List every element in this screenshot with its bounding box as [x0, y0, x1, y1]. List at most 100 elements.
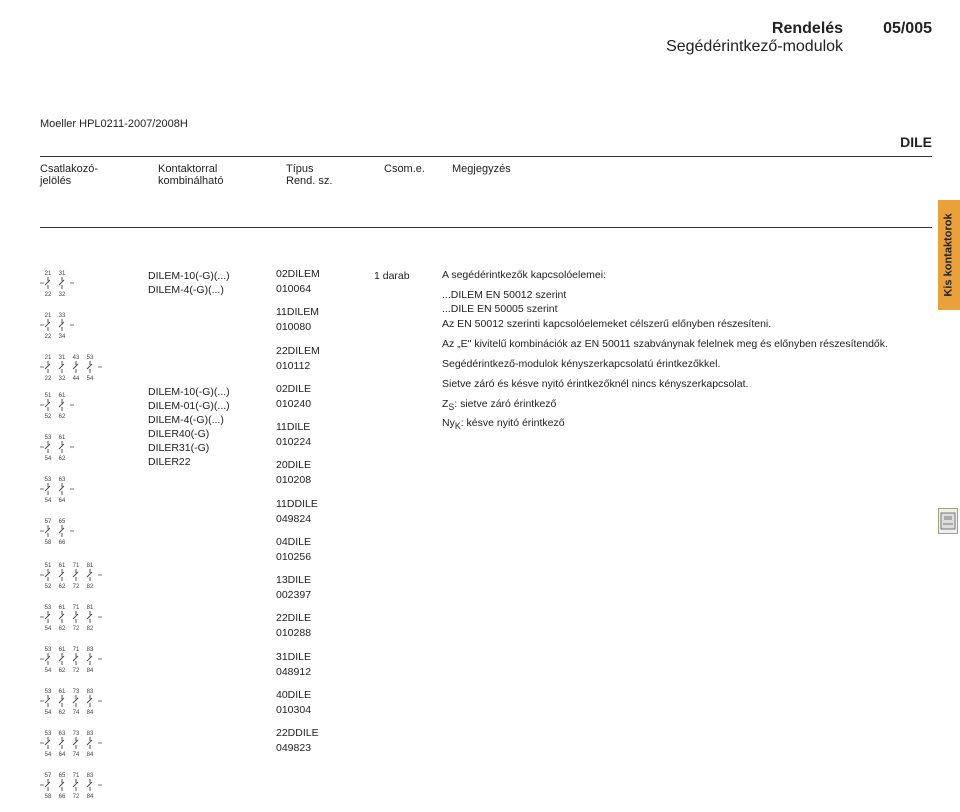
column-headers: Csatlakozó- jelölés Kontaktorral kombiná…: [40, 163, 932, 187]
svg-text:32: 32: [59, 292, 66, 298]
svg-text:53: 53: [45, 605, 52, 611]
note-9-pre: Ny: [442, 417, 455, 429]
combine-group-2: DILEM-10(-G)(...)DILEM-01(-G)(...)DILEM-…: [148, 386, 268, 468]
svg-text:57: 57: [45, 519, 52, 525]
svg-text:82: 82: [87, 584, 94, 590]
contact-diagram: 5354616273748384: [40, 686, 140, 716]
csom-col: 1 darab: [374, 268, 434, 812]
svg-text:53: 53: [45, 689, 52, 695]
type-number: 048912: [276, 666, 366, 679]
svg-text:72: 72: [73, 584, 80, 590]
contact-diagram: 5152616271728182: [40, 560, 140, 590]
svg-text:51: 51: [45, 393, 52, 399]
svg-text:22: 22: [45, 334, 52, 340]
contact-diagram: 21223334: [40, 310, 140, 340]
svg-text:63: 63: [59, 731, 66, 737]
type-group: 31DILE048912: [276, 651, 366, 679]
combine-item: DILER40(-G): [148, 428, 268, 440]
module-icon: [938, 508, 958, 534]
svg-text:61: 61: [59, 393, 66, 399]
svg-text:62: 62: [59, 710, 66, 716]
svg-text:63: 63: [59, 477, 66, 483]
svg-text:61: 61: [59, 563, 66, 569]
svg-text:53: 53: [45, 647, 52, 653]
svg-text:57: 57: [45, 773, 52, 779]
doc-reference: Moeller HPL0211-2007/2008H: [40, 118, 932, 130]
type-number: 010080: [276, 321, 366, 334]
combine-item: DILEM-01(-G)(...): [148, 400, 268, 412]
contact-diagram: 53546364: [40, 474, 140, 504]
svg-text:54: 54: [45, 498, 52, 504]
contact-diagram: 5758656671728384: [40, 770, 140, 800]
svg-text:65: 65: [59, 773, 66, 779]
svg-text:71: 71: [73, 605, 80, 611]
type-number: 010208: [276, 474, 366, 487]
svg-text:31: 31: [59, 271, 66, 277]
svg-text:54: 54: [87, 376, 94, 382]
svg-text:54: 54: [45, 668, 52, 674]
svg-text:61: 61: [59, 689, 66, 695]
contact-diagram: 57586566: [40, 516, 140, 546]
svg-text:83: 83: [87, 647, 94, 653]
type-group: 04DILE010256: [276, 536, 366, 564]
type-name: 11DILE: [276, 421, 366, 434]
type-number: 010112: [276, 360, 366, 373]
svg-text:53: 53: [45, 477, 52, 483]
svg-text:44: 44: [73, 376, 80, 382]
col-header-e: Megjegyzés: [452, 163, 932, 187]
svg-text:54: 54: [45, 456, 52, 462]
rule-top: [40, 156, 932, 157]
col-header-c: Típus Rend. sz.: [286, 163, 376, 187]
svg-text:66: 66: [59, 540, 66, 546]
type-group: 11DDILE049824: [276, 498, 366, 526]
note-2: ...DILEM EN 50012 szerint: [442, 288, 902, 302]
svg-text:52: 52: [45, 414, 52, 420]
svg-text:53: 53: [45, 435, 52, 441]
svg-text:54: 54: [45, 626, 52, 632]
svg-text:64: 64: [59, 752, 66, 758]
type-name: 04DILE: [276, 536, 366, 549]
note-8-post: : sietve záró érintkező: [454, 398, 556, 410]
svg-text:33: 33: [59, 313, 66, 319]
contact-diagram: 5354636473748384: [40, 728, 140, 758]
svg-text:82: 82: [87, 626, 94, 632]
page-number: 05/005: [883, 20, 932, 38]
svg-text:21: 21: [45, 271, 52, 277]
type-number: 010288: [276, 627, 366, 640]
header-block: Rendelés Segédérintkező-modulok 05/005: [40, 20, 932, 56]
svg-text:71: 71: [73, 563, 80, 569]
svg-text:22: 22: [45, 376, 52, 382]
svg-text:73: 73: [73, 731, 80, 737]
types-col: 02DILEM01006411DILEM01008022DILEM0101120…: [276, 268, 366, 812]
svg-text:32: 32: [59, 376, 66, 382]
svg-text:62: 62: [59, 456, 66, 462]
svg-text:83: 83: [87, 773, 94, 779]
type-name: 11DILEM: [276, 306, 366, 319]
type-name: 22DILEM: [276, 345, 366, 358]
type-group: 13DILE002397: [276, 574, 366, 602]
svg-text:62: 62: [59, 668, 66, 674]
svg-text:84: 84: [87, 794, 94, 800]
type-group: 02DILE010240: [276, 383, 366, 411]
note-9: NyK: késve nyitó érintkező: [442, 416, 902, 433]
type-group: 22DILEM 010112: [276, 345, 366, 373]
svg-text:43: 43: [73, 355, 80, 361]
svg-text:81: 81: [87, 605, 94, 611]
type-name: 02DILE: [276, 383, 366, 396]
svg-text:22: 22: [45, 292, 52, 298]
main-grid: 2122313221223334212231324344535451526162…: [40, 268, 932, 812]
type-group: 20DILE010208: [276, 459, 366, 487]
combine-col: DILEM-10(-G)(...)DILEM-4(-G)(...) DILEM-…: [148, 268, 268, 812]
note-6: Segédérintkező-modulok kényszerkapcsolat…: [442, 357, 902, 371]
type-group: 22DILE010288: [276, 612, 366, 640]
col-header-a: Csatlakozó- jelölés: [40, 163, 150, 187]
svg-text:58: 58: [45, 794, 52, 800]
svg-text:52: 52: [45, 584, 52, 590]
svg-text:62: 62: [59, 626, 66, 632]
svg-text:53: 53: [87, 355, 94, 361]
type-number: 010064: [276, 283, 366, 296]
note-9-post: : késve nyitó érintkező: [461, 417, 565, 429]
type-group: 22DDILE049823: [276, 727, 366, 755]
contact-diagram: 2122313243445354: [40, 352, 140, 382]
svg-text:84: 84: [87, 752, 94, 758]
